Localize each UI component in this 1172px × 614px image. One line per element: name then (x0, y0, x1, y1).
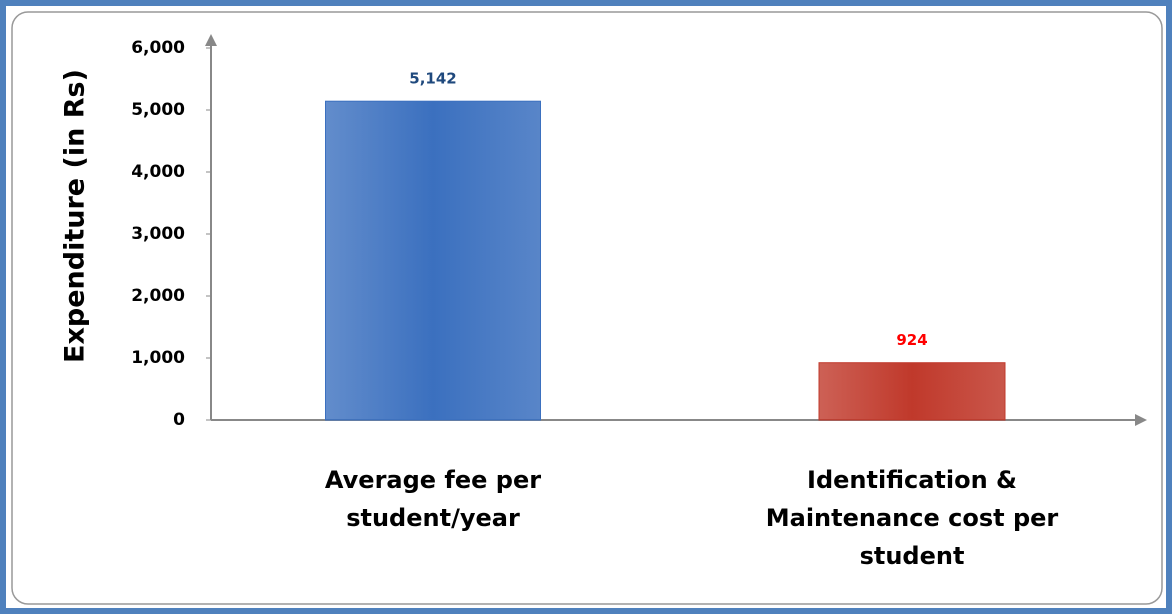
y-tick-label: 1,000 (131, 348, 185, 368)
data-label: 5,142 (409, 70, 456, 88)
plot-border (11, 11, 1163, 605)
chart-frame: Expenditure (in Rs) 0 1,000 2,000 3,000 4,00… (6, 6, 1166, 608)
y-tick-label: 0 (173, 410, 185, 430)
y-tick-label: 5,000 (131, 100, 185, 120)
y-tick-label: 4,000 (131, 162, 185, 182)
chart: Expenditure (in Rs) 0 1,000 2,000 3,000 4,00… (11, 11, 1163, 605)
x-tick-label: Average fee per student/year (324, 466, 542, 532)
data-label: 924 (896, 331, 927, 349)
y-tick-label: 3,000 (131, 224, 185, 244)
y-axis-label: Expenditure (in Rs) (60, 69, 91, 363)
y-tick-label: 6,000 (131, 38, 185, 58)
y-tick-label: 2,000 (131, 286, 185, 306)
bar (325, 100, 541, 421)
x-tick-label: Identification & Maintenance cost per st… (765, 466, 1059, 570)
bar (818, 362, 1006, 421)
